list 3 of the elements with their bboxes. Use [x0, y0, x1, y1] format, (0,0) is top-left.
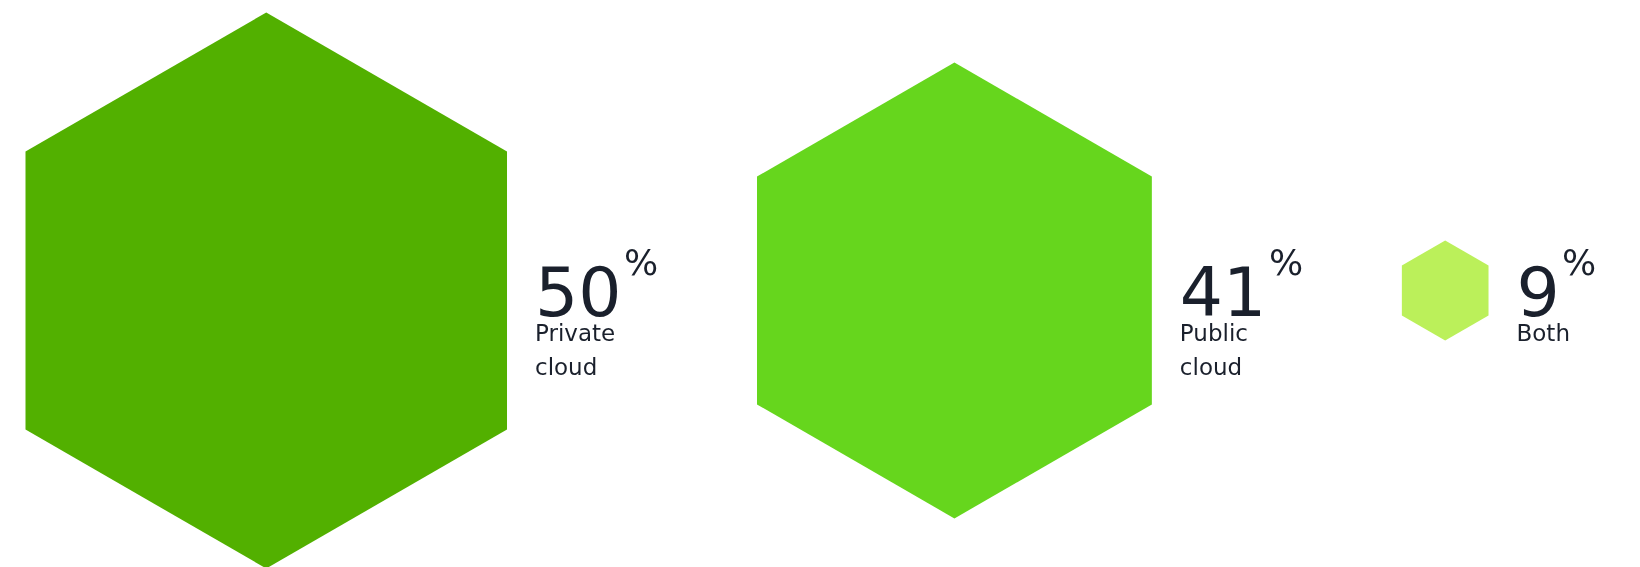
category-label: Private cloud: [535, 319, 616, 380]
category-label: Both: [1516, 319, 1570, 346]
category-label: Public cloud: [1179, 319, 1248, 380]
